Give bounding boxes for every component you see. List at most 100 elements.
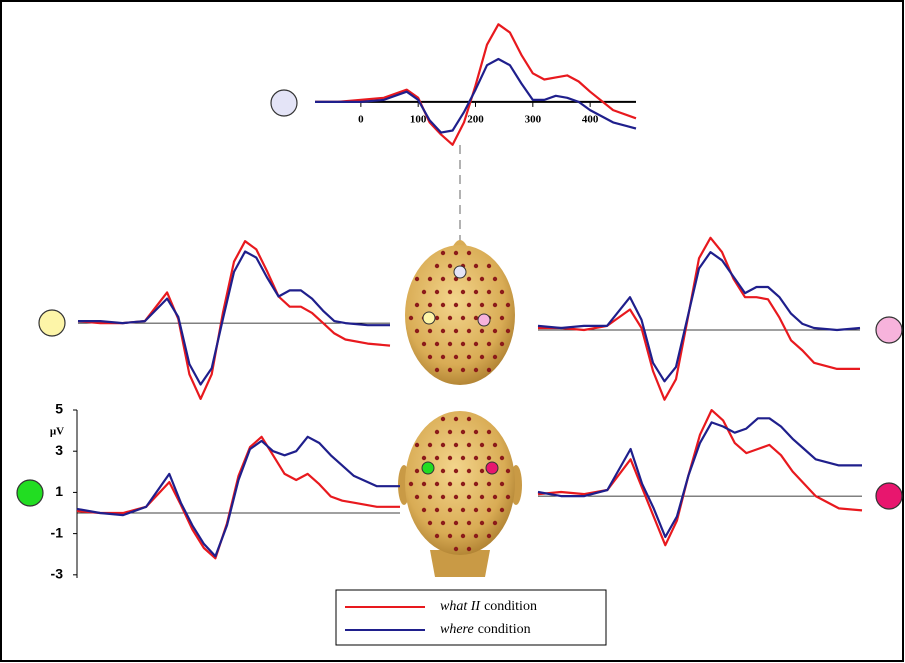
- scalp-dot: [428, 355, 432, 359]
- scalp-dot: [435, 430, 439, 434]
- y-axis-label: µV: [50, 426, 64, 438]
- scalp-dot: [448, 534, 452, 538]
- y-tick-label: 1: [55, 483, 63, 499]
- scalp-dot: [461, 290, 465, 294]
- scalp-dot: [448, 264, 452, 268]
- scalp-dot: [441, 417, 445, 421]
- scalp-dot: [461, 482, 465, 486]
- scalp-dot: [474, 264, 478, 268]
- scalp-dot: [487, 430, 491, 434]
- legend-text: condition: [484, 599, 537, 614]
- scalp-dot: [409, 482, 413, 486]
- scalp-dot: [454, 303, 458, 307]
- scalp-dot: [409, 316, 413, 320]
- scalp-dot: [493, 303, 497, 307]
- scalp-dot: [435, 482, 439, 486]
- scalp-dot: [474, 290, 478, 294]
- scalp-dot: [454, 417, 458, 421]
- scalp-dot: [435, 342, 439, 346]
- scalp-dot: [428, 495, 432, 499]
- scalp-dot: [500, 290, 504, 294]
- figure: what IIconditionwherecondition 010020030…: [0, 0, 905, 663]
- scalp-dot: [454, 547, 458, 551]
- scalp-dot: [467, 277, 471, 281]
- scalp-dot: [467, 469, 471, 473]
- y-tick-label: 5: [55, 401, 63, 417]
- legend-emphasis: where: [440, 622, 474, 637]
- scalp-dot: [435, 264, 439, 268]
- scalp-dot: [467, 521, 471, 525]
- scalp-dot: [448, 290, 452, 294]
- scalp-dot: [493, 443, 497, 447]
- scalp-dot: [493, 521, 497, 525]
- scalp-dot: [461, 430, 465, 434]
- scalp-dot: [415, 469, 419, 473]
- legend-label: where condition: [440, 622, 531, 637]
- scalp-dot: [487, 508, 491, 512]
- scalp-dot: [480, 355, 484, 359]
- scalp-dot: [428, 329, 432, 333]
- scalp-dot: [428, 521, 432, 525]
- scalp-dot: [474, 456, 478, 460]
- x-tick-label: 100: [410, 113, 427, 125]
- scalp-dot: [441, 303, 445, 307]
- scalp-dot: [500, 482, 504, 486]
- scalp-dot: [474, 482, 478, 486]
- scalp-dot: [506, 329, 510, 333]
- scalp-dot: [441, 521, 445, 525]
- electrode-marker: [17, 480, 43, 506]
- scalp-dot: [441, 355, 445, 359]
- scalp-dot: [467, 303, 471, 307]
- scalp-dot: [480, 329, 484, 333]
- electrode-on-head: [423, 312, 435, 324]
- scalp-dot: [454, 495, 458, 499]
- x-tick-label: 400: [582, 113, 599, 125]
- scalp-dot: [474, 508, 478, 512]
- scalp-dot: [467, 495, 471, 499]
- electrode-on-head: [486, 462, 498, 474]
- legend-text: condition: [478, 622, 531, 637]
- electrode-marker: [39, 310, 65, 336]
- scalp-dot: [487, 456, 491, 460]
- electrode-on-head: [422, 462, 434, 474]
- scalp-dot: [500, 342, 504, 346]
- scalp-dot: [441, 251, 445, 255]
- scalp-dot: [500, 508, 504, 512]
- scalp-dot: [493, 495, 497, 499]
- scalp-dot: [435, 508, 439, 512]
- scalp-dot: [448, 430, 452, 434]
- electrode-marker: [876, 483, 902, 509]
- scalp-dot: [474, 368, 478, 372]
- scalp-dot: [454, 251, 458, 255]
- scalp-dot: [435, 368, 439, 372]
- scalp-dot: [441, 495, 445, 499]
- scalp-dot: [415, 329, 419, 333]
- scalp-dot: [487, 482, 491, 486]
- scalp-dot: [448, 342, 452, 346]
- scalp-dot: [454, 469, 458, 473]
- scalp-dot: [480, 521, 484, 525]
- scalp-dot: [422, 508, 426, 512]
- scalp-dot: [493, 329, 497, 333]
- scalp-dot: [467, 547, 471, 551]
- scalp-dot: [422, 342, 426, 346]
- x-tick-label: 0: [358, 113, 364, 125]
- electrode-marker: [271, 90, 297, 116]
- legend-emphasis: what II: [440, 599, 481, 614]
- scalp-dot: [454, 443, 458, 447]
- scalp-dot: [461, 508, 465, 512]
- scalp-dot: [461, 534, 465, 538]
- scalp-dot: [422, 290, 426, 294]
- scalp-dot: [487, 534, 491, 538]
- scalp-dot: [487, 290, 491, 294]
- y-tick-label: -1: [51, 524, 64, 540]
- scalp-dot: [415, 303, 419, 307]
- scalp-dot: [461, 456, 465, 460]
- electrode-on-head: [478, 314, 490, 326]
- scalp-dot: [467, 355, 471, 359]
- scalp-dot: [441, 443, 445, 447]
- scalp-dot: [428, 303, 432, 307]
- scalp-dot: [448, 368, 452, 372]
- scalp-dot: [474, 534, 478, 538]
- x-tick-label: 200: [467, 113, 484, 125]
